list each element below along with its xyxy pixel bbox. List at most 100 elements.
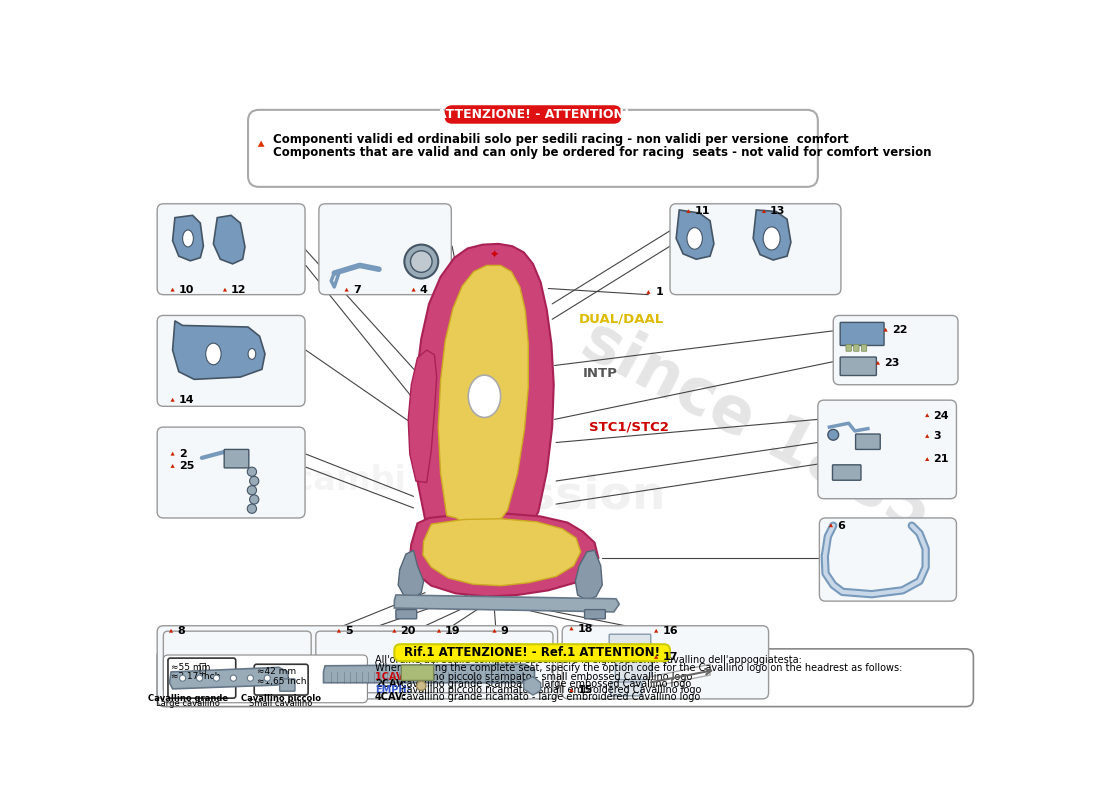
Text: ≈1,65 inch: ≈1,65 inch	[257, 677, 307, 686]
Polygon shape	[398, 550, 424, 598]
Polygon shape	[395, 595, 619, 612]
Text: 1: 1	[656, 287, 664, 298]
FancyBboxPatch shape	[615, 661, 651, 680]
Polygon shape	[524, 677, 541, 695]
FancyBboxPatch shape	[609, 634, 651, 658]
Text: 11: 11	[695, 206, 711, 217]
Text: passion: passion	[461, 474, 667, 519]
Circle shape	[197, 675, 202, 682]
Text: INTP: INTP	[583, 366, 618, 380]
FancyBboxPatch shape	[395, 644, 670, 661]
Text: Euroricambi: Euroricambi	[182, 465, 407, 498]
Ellipse shape	[469, 375, 500, 418]
FancyBboxPatch shape	[319, 204, 451, 294]
Polygon shape	[409, 514, 598, 597]
Polygon shape	[408, 350, 437, 482]
Polygon shape	[649, 664, 711, 687]
Text: Componenti validi ed ordinabili solo per sedili racing - non validi per versione: Componenti validi ed ordinabili solo per…	[273, 133, 848, 146]
FancyBboxPatch shape	[833, 465, 861, 480]
FancyBboxPatch shape	[846, 344, 851, 351]
Polygon shape	[754, 210, 791, 260]
Polygon shape	[337, 629, 341, 633]
FancyBboxPatch shape	[316, 631, 553, 693]
Text: 25: 25	[178, 462, 194, 471]
Ellipse shape	[686, 228, 703, 250]
FancyBboxPatch shape	[157, 626, 558, 699]
Text: 15: 15	[578, 686, 593, 695]
Text: 4: 4	[420, 285, 428, 295]
FancyBboxPatch shape	[163, 631, 311, 693]
Text: DUAL/DAAL: DUAL/DAAL	[580, 313, 664, 326]
FancyBboxPatch shape	[157, 649, 974, 706]
FancyBboxPatch shape	[584, 610, 605, 619]
Text: 2CAV:: 2CAV:	[375, 678, 407, 689]
Polygon shape	[223, 288, 227, 291]
FancyBboxPatch shape	[402, 665, 433, 681]
Polygon shape	[170, 288, 175, 291]
Polygon shape	[411, 288, 416, 291]
FancyBboxPatch shape	[168, 658, 235, 698]
Circle shape	[250, 495, 258, 504]
Text: ✦: ✦	[490, 250, 499, 260]
Polygon shape	[925, 414, 930, 417]
FancyBboxPatch shape	[610, 682, 641, 696]
Polygon shape	[654, 655, 658, 659]
Text: ATTENZIONE! - ATTENTION!: ATTENZIONE! - ATTENTION!	[437, 108, 629, 121]
Polygon shape	[570, 688, 573, 692]
Polygon shape	[575, 550, 603, 600]
Circle shape	[250, 476, 258, 486]
Polygon shape	[323, 664, 535, 682]
Text: 19: 19	[446, 626, 461, 636]
Polygon shape	[169, 667, 288, 689]
Text: 2: 2	[178, 449, 187, 459]
Polygon shape	[883, 328, 888, 332]
Text: Rif.1 ATTENZIONE! - Ref.1 ATTENTION!: Rif.1 ATTENZIONE! - Ref.1 ATTENTION!	[404, 646, 660, 659]
FancyBboxPatch shape	[157, 427, 305, 518]
Circle shape	[405, 245, 438, 278]
Text: STC1/STC2: STC1/STC2	[590, 421, 669, 434]
Text: 18: 18	[578, 624, 593, 634]
FancyBboxPatch shape	[254, 664, 308, 695]
Text: 9: 9	[500, 626, 508, 636]
Polygon shape	[437, 629, 441, 633]
FancyBboxPatch shape	[224, 450, 249, 468]
Text: 20: 20	[400, 626, 416, 636]
Text: cavallino grande ricamato - large embroidered Cavallino logo: cavallino grande ricamato - large embroi…	[398, 692, 701, 702]
Text: All'ordine del sedile completo, specificare la sigla optional cavallino dell'app: All'ordine del sedile completo, specific…	[375, 655, 802, 666]
Polygon shape	[438, 266, 528, 529]
Circle shape	[248, 467, 256, 476]
FancyBboxPatch shape	[818, 400, 957, 498]
Polygon shape	[344, 288, 349, 291]
Polygon shape	[393, 629, 396, 633]
FancyBboxPatch shape	[670, 204, 842, 294]
FancyBboxPatch shape	[856, 434, 880, 450]
Text: 4CAV:: 4CAV:	[375, 692, 407, 702]
Ellipse shape	[183, 230, 194, 247]
Text: Cavallino piccolo: Cavallino piccolo	[241, 694, 321, 702]
Circle shape	[179, 675, 186, 682]
Polygon shape	[257, 141, 264, 147]
Text: EMPH:: EMPH:	[375, 686, 410, 695]
Text: Small cavallino: Small cavallino	[250, 699, 312, 708]
Circle shape	[213, 675, 220, 682]
Polygon shape	[170, 464, 175, 468]
Circle shape	[230, 675, 236, 682]
Polygon shape	[676, 210, 714, 259]
Polygon shape	[925, 434, 930, 438]
Text: 13: 13	[770, 206, 785, 217]
Polygon shape	[654, 629, 658, 633]
Polygon shape	[570, 626, 573, 630]
Text: When ordering the complete seat, specify the option code for the Cavallino logo : When ordering the complete seat, specify…	[375, 663, 902, 673]
Ellipse shape	[763, 227, 780, 250]
Polygon shape	[686, 209, 691, 213]
Text: 1CAV :: 1CAV :	[375, 671, 411, 682]
Polygon shape	[925, 457, 930, 461]
Polygon shape	[493, 629, 496, 633]
Text: 10: 10	[178, 285, 194, 295]
Polygon shape	[828, 523, 833, 527]
FancyBboxPatch shape	[861, 344, 867, 351]
Polygon shape	[170, 398, 175, 402]
FancyBboxPatch shape	[396, 610, 417, 619]
Polygon shape	[213, 215, 245, 264]
FancyBboxPatch shape	[562, 626, 769, 699]
